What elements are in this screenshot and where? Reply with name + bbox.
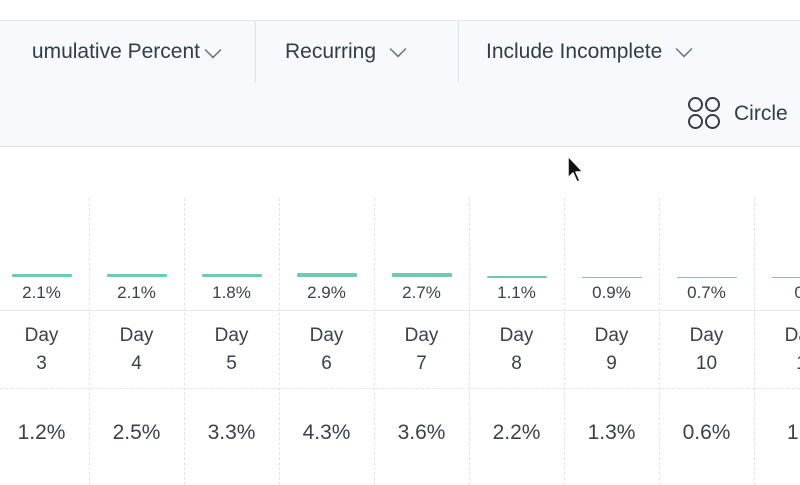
day-header: Day 8 xyxy=(499,325,534,374)
chevron-down-icon xyxy=(204,41,222,59)
retention-grid: 2.1% Day 3 1.2% 2.1% Day 4 2.5% 1.8% Day 5 … xyxy=(0,198,800,485)
day-header: Day 5 xyxy=(214,325,249,374)
percent-bar xyxy=(677,277,737,278)
cell-value: 4.3% xyxy=(302,421,351,444)
column-divider xyxy=(184,198,185,485)
percent-bar xyxy=(297,273,357,277)
cell-value: 0.6% xyxy=(682,421,731,444)
toolbar-divider xyxy=(458,21,459,83)
percent-bar xyxy=(202,274,262,277)
bar-percent: 0.7% xyxy=(687,283,726,302)
percent-bar xyxy=(12,274,72,277)
mouse-cursor-icon xyxy=(567,155,584,183)
dropdown-label: Recurring xyxy=(285,40,377,63)
day-column: 2.1% Day 3 1.2% xyxy=(0,198,89,485)
day-header: Day 3 xyxy=(24,325,59,374)
bar-percent: 0.9% xyxy=(592,283,631,302)
circles-icon xyxy=(688,97,722,131)
dropdown-label: Include Incomplete xyxy=(486,40,663,63)
day-column: 2.9% Day 6 4.3% xyxy=(279,198,374,485)
day-header: Day 6 xyxy=(309,325,344,374)
percent-bar xyxy=(392,273,452,277)
cell-value: 2.2% xyxy=(492,421,541,444)
cell-value: 1.3 xyxy=(786,421,800,444)
cell-value: 3.6% xyxy=(397,421,446,444)
day-header: Day 10 xyxy=(689,325,724,374)
column-divider xyxy=(564,198,565,485)
day-column: 2.1% Day 4 2.5% xyxy=(89,198,184,485)
bar-percent: 2.1% xyxy=(22,283,61,302)
bar-percent: 1.8% xyxy=(212,283,251,302)
recurring-dropdown[interactable]: Recurring xyxy=(285,21,407,83)
bar-percent: 2.7% xyxy=(402,283,441,302)
row-divider xyxy=(0,388,800,389)
day-header: Day 7 xyxy=(404,325,439,374)
column-divider xyxy=(89,198,90,485)
column-divider xyxy=(279,198,280,485)
circle-view-label: Circle xyxy=(734,102,788,125)
cell-value: 3.3% xyxy=(207,421,256,444)
top-strip xyxy=(0,0,800,21)
bar-percent: 2.9% xyxy=(307,283,346,302)
day-column: 1.8% Day 5 3.3% xyxy=(184,198,279,485)
column-divider xyxy=(754,198,755,485)
row-divider xyxy=(0,310,800,311)
day-column: 0.7% Day 10 0.6% xyxy=(659,198,754,485)
chevron-down-icon xyxy=(675,40,693,58)
percent-bar xyxy=(487,276,547,278)
day-column: 0.9% Day 9 1.3% xyxy=(564,198,659,485)
bar-percent: 0. xyxy=(794,283,800,302)
dropdown-label: umulative Percent xyxy=(31,40,200,63)
cell-value: 2.5% xyxy=(112,421,161,444)
toolbar-divider xyxy=(255,21,256,83)
cell-value: 1.3% xyxy=(587,421,636,444)
day-column: 2.7% Day 7 3.6% xyxy=(374,198,469,485)
bar-percent: 1.1% xyxy=(497,283,536,302)
day-header: Day 4 xyxy=(119,325,154,374)
percent-bar xyxy=(107,274,167,277)
include-incomplete-dropdown[interactable]: Include Incomplete xyxy=(486,21,693,83)
toolbar: umulative Percent Recurring Include Inco… xyxy=(0,21,800,147)
bar-percent: 2.1% xyxy=(117,283,156,302)
day-header: Day 9 xyxy=(594,325,629,374)
circle-view-button[interactable]: Circle xyxy=(688,97,788,131)
percent-bar xyxy=(772,277,800,278)
chevron-down-icon xyxy=(389,40,407,58)
column-divider xyxy=(374,198,375,485)
column-divider xyxy=(469,198,470,485)
percent-bar xyxy=(582,277,642,278)
cell-value: 1.2% xyxy=(17,421,66,444)
day-column: 1.1% Day 8 2.2% xyxy=(469,198,564,485)
cumulative-percent-dropdown[interactable]: umulative Percent xyxy=(0,21,255,83)
column-divider xyxy=(659,198,660,485)
